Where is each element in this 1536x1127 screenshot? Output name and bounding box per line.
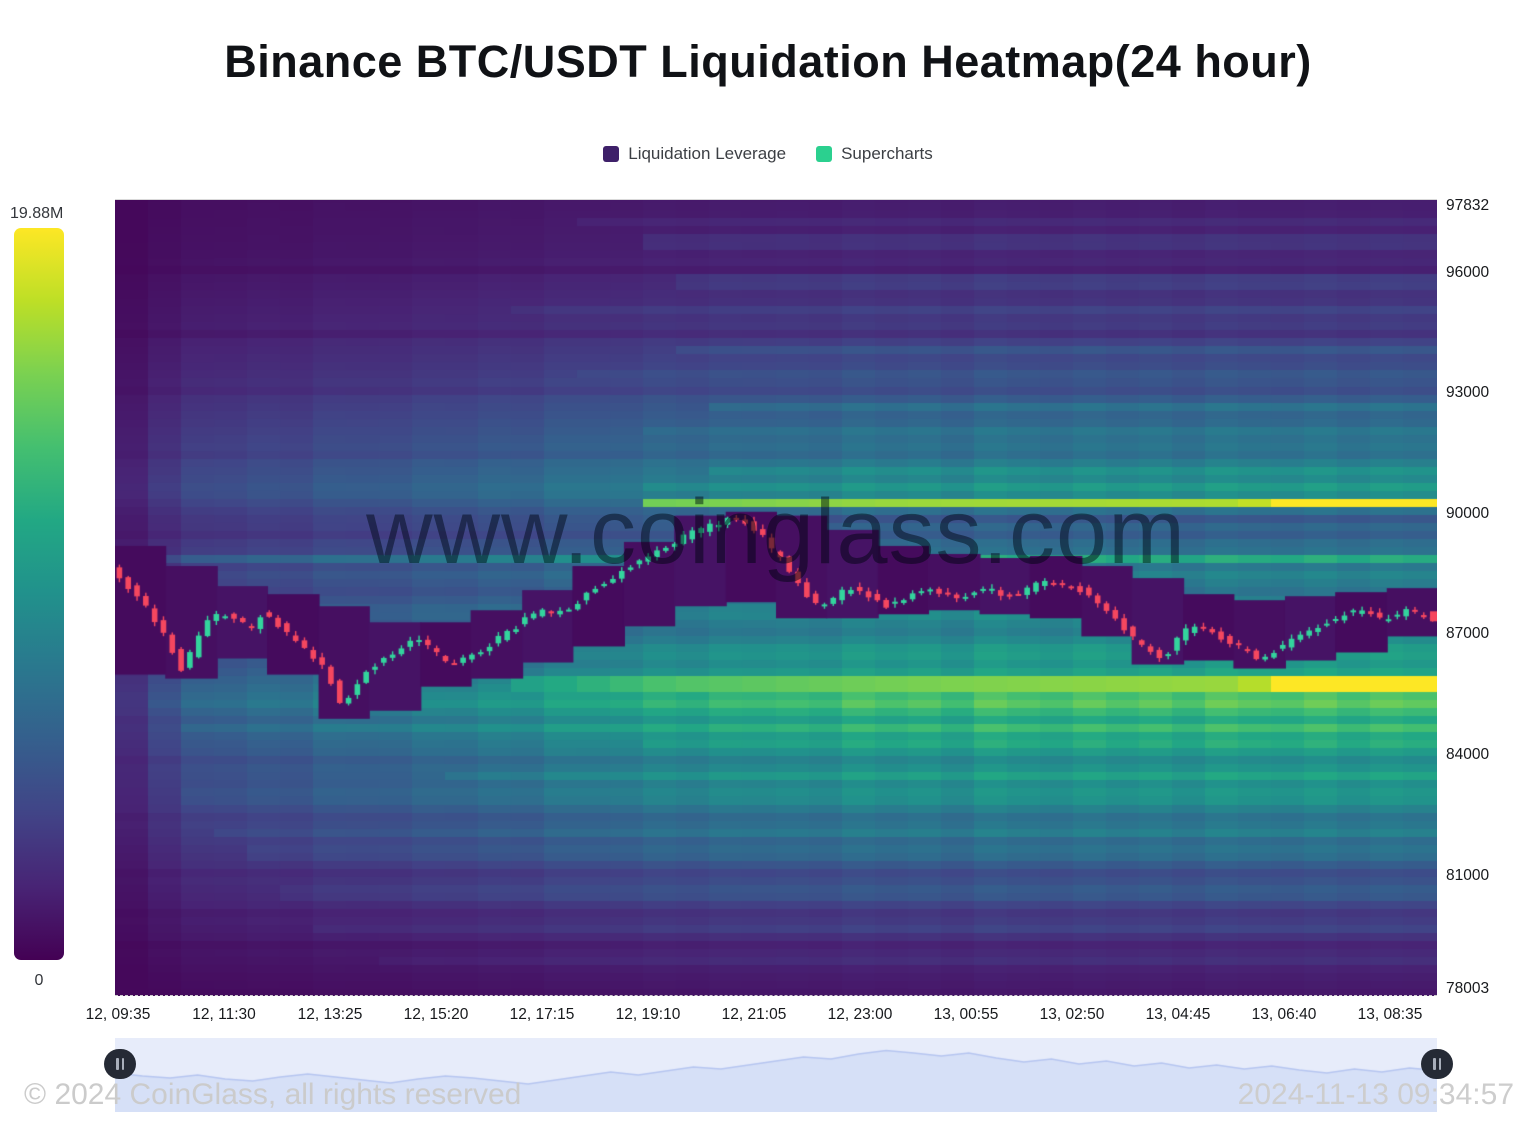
- legend-swatch-liquidation-icon: [603, 146, 620, 162]
- colorbar-gradient: [14, 228, 64, 960]
- pause-icon: [121, 1058, 124, 1070]
- pause-icon: [1438, 1058, 1441, 1070]
- legend-label-supercharts: Supercharts: [841, 144, 933, 163]
- y-axis-tick: 78003: [1446, 980, 1490, 997]
- x-axis-tick: 12, 23:00: [827, 1006, 893, 1023]
- legend-item-supercharts[interactable]: Supercharts: [816, 144, 933, 164]
- navigator-handle-left[interactable]: [104, 1049, 136, 1079]
- legend-swatch-supercharts-icon: [816, 146, 833, 162]
- x-axis-tick: 12, 19:10: [615, 1006, 681, 1023]
- x-axis-tick: 13, 00:55: [933, 1006, 999, 1023]
- x-axis-tick: 12, 11:30: [192, 1006, 256, 1023]
- colorbar-min-label: 0: [34, 972, 44, 989]
- navigator-chart[interactable]: [115, 1038, 1437, 1112]
- snapshot-timestamp: 2024-11-13 09:34:57: [1237, 1078, 1514, 1111]
- y-axis-tick: 81000: [1446, 866, 1490, 884]
- x-axis-tick: 12, 13:25: [297, 1006, 363, 1023]
- x-axis-tick: 13, 02:50: [1039, 1006, 1105, 1023]
- x-axis-tick: 12, 17:15: [509, 1006, 575, 1023]
- x-axis-tick: 12, 15:20: [403, 1006, 469, 1023]
- page-title: Binance BTC/USDT Liquidation Heatmap(24 …: [224, 36, 1312, 87]
- y-axis-tick: 93000: [1446, 384, 1490, 402]
- navigator-handle-right[interactable]: [1421, 1049, 1453, 1079]
- colorbar-max-label: 19.88M: [10, 205, 64, 222]
- liquidation-heatmap-canvas[interactable]: [115, 199, 1437, 996]
- copyright-text: © 2024 CoinGlass, all rights reserved: [24, 1078, 522, 1111]
- y-axis-tick: 84000: [1446, 745, 1490, 763]
- x-axis-tick: 13, 04:45: [1145, 1006, 1211, 1023]
- x-axis-tick: 13, 08:35: [1357, 1006, 1423, 1023]
- y-axis-tick: 87000: [1446, 625, 1490, 643]
- pause-icon: [1433, 1058, 1436, 1070]
- x-axis-tick: 12, 21:05: [721, 1006, 787, 1023]
- legend-item-liquidation-leverage[interactable]: Liquidation Leverage: [603, 144, 786, 164]
- y-axis-tick: 90000: [1446, 504, 1490, 522]
- navigator-selection[interactable]: [115, 1038, 1437, 1112]
- chart-legend: Liquidation Leverage Supercharts: [0, 144, 1536, 164]
- pause-icon: [116, 1058, 119, 1070]
- y-axis-tick: 97832: [1446, 197, 1490, 214]
- y-axis-tick: 96000: [1446, 263, 1490, 281]
- x-axis-tick: 12, 09:35: [85, 1006, 151, 1023]
- x-axis-tick: 13, 06:40: [1251, 1006, 1317, 1023]
- legend-label-liquidation: Liquidation Leverage: [628, 144, 787, 163]
